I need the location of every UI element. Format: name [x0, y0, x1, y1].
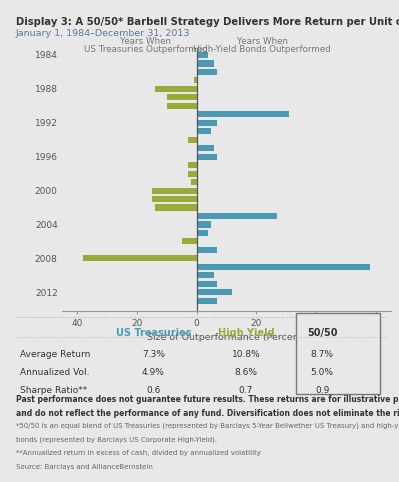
Text: US Treasuries Outperformed: US Treasuries Outperformed [84, 45, 207, 54]
Text: Average Return: Average Return [20, 350, 90, 360]
Text: Past performance does not guarantee future results. These returns are for illust: Past performance does not guarantee futu… [16, 395, 399, 404]
Bar [196, 52, 208, 58]
Text: 0.9: 0.9 [315, 386, 329, 395]
Text: *50/50 is an equal blend of US Treasuries (represented by Barclays 5-Year Bellwe: *50/50 is an equal blend of US Treasurie… [16, 423, 399, 429]
Bar [188, 162, 196, 168]
Bar [196, 111, 289, 117]
Text: High Yield: High Yield [218, 328, 275, 338]
Text: Source: Barclays and AllianceBernstein: Source: Barclays and AllianceBernstein [16, 464, 153, 469]
Bar [196, 289, 232, 295]
Bar [196, 145, 214, 151]
Text: High-Yield Bonds Outperformed: High-Yield Bonds Outperformed [194, 45, 331, 54]
Bar [196, 69, 217, 75]
X-axis label: Size of Outperformance (Percent): Size of Outperformance (Percent) [147, 333, 306, 342]
Bar [166, 103, 196, 109]
Bar [182, 239, 196, 244]
Bar [196, 247, 217, 253]
Bar [194, 77, 196, 83]
Text: Years When: Years When [120, 37, 171, 46]
Text: Sharpe Ratio**: Sharpe Ratio** [20, 386, 87, 395]
Bar [152, 187, 196, 194]
Text: 10.8%: 10.8% [232, 350, 261, 360]
Bar [196, 154, 217, 160]
Text: US Treasuries: US Treasuries [115, 328, 191, 338]
Bar [196, 281, 217, 287]
Text: 50/50: 50/50 [307, 328, 337, 338]
Text: 5.0%: 5.0% [310, 368, 334, 377]
Bar [196, 221, 211, 228]
Bar [188, 137, 196, 143]
Bar [196, 213, 277, 219]
Text: and do not reflect the performance of any fund. Diversification does not elimina: and do not reflect the performance of an… [16, 409, 399, 418]
Text: 8.7%: 8.7% [310, 350, 334, 360]
Bar [196, 272, 214, 278]
Text: 0.7: 0.7 [239, 386, 253, 395]
Text: 0.6: 0.6 [146, 386, 160, 395]
Text: Display 3: A 50/50* Barbell Strategy Delivers More Return per Unit of Risk: Display 3: A 50/50* Barbell Strategy Del… [16, 17, 399, 27]
Text: 8.6%: 8.6% [235, 368, 257, 377]
Text: Years When: Years When [237, 37, 288, 46]
Bar [154, 86, 196, 92]
Bar [196, 230, 208, 236]
Text: 4.9%: 4.9% [142, 368, 165, 377]
Bar [152, 196, 196, 202]
Bar [196, 264, 370, 270]
Text: Annualized Vol.: Annualized Vol. [20, 368, 89, 377]
Bar [154, 204, 196, 211]
Text: January 1, 1984–December 31, 2013: January 1, 1984–December 31, 2013 [16, 29, 190, 38]
Bar [196, 298, 217, 304]
Text: bonds (represented by Barclays US Corporate High-Yield).: bonds (represented by Barclays US Corpor… [16, 436, 217, 442]
Bar [190, 179, 196, 185]
Bar [166, 94, 196, 100]
Text: **Annualized return in excess of cash, divided by annualized volatility: **Annualized return in excess of cash, d… [16, 450, 261, 456]
Bar [196, 120, 217, 126]
Bar [296, 313, 379, 394]
Bar [196, 128, 211, 134]
Bar [196, 60, 214, 67]
Bar [188, 171, 196, 177]
Bar [83, 255, 196, 261]
Text: 7.3%: 7.3% [142, 350, 165, 360]
